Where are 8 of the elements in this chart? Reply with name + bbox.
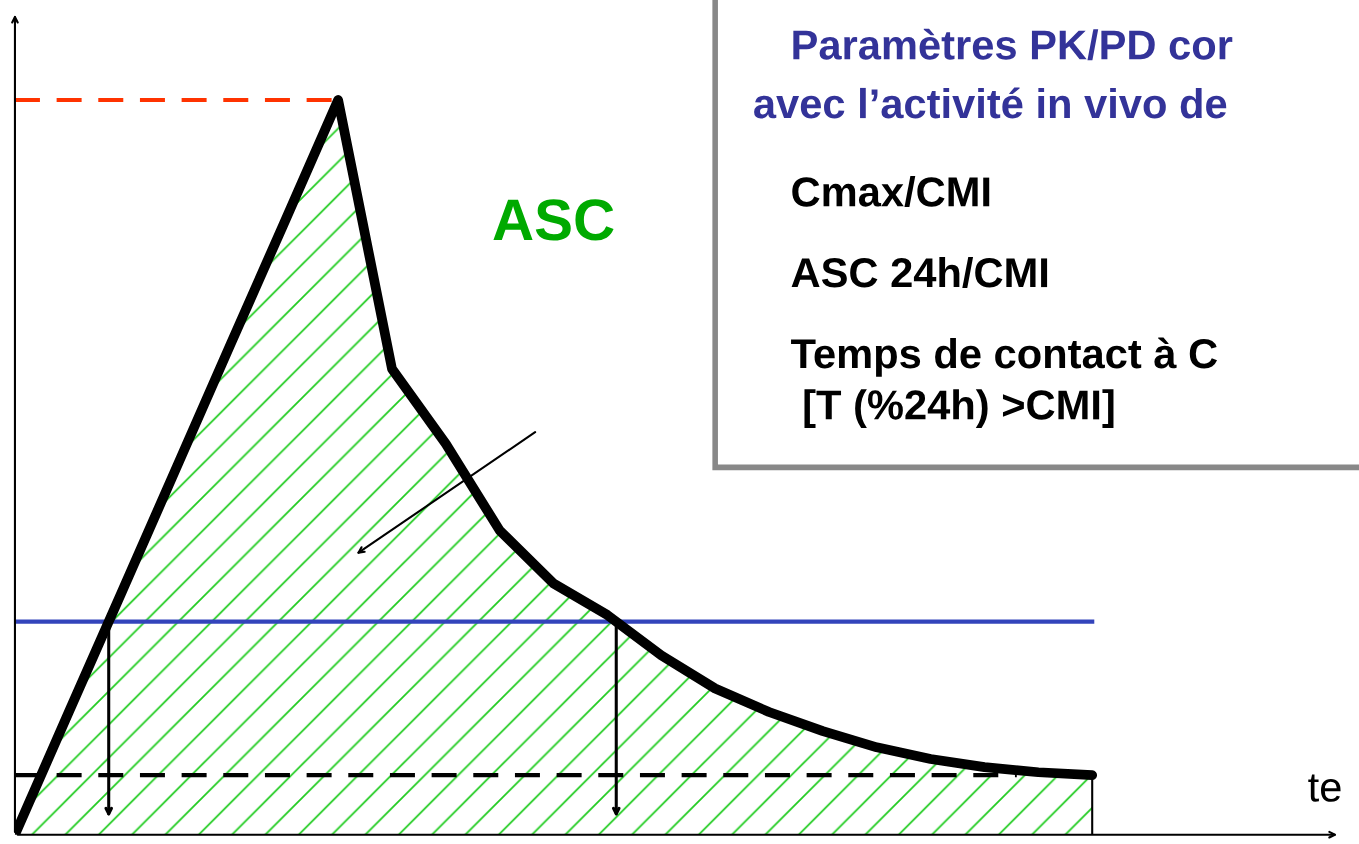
annotation: ASC 24h/CMI [791, 256, 1048, 288]
text: te [1308, 774, 1341, 802]
text: Paramètres PK/PD cor [793, 28, 1233, 61]
annotation: avec l’activité in vivo de [754, 87, 1227, 119]
annotation: ASC [493, 199, 614, 241]
annotation: Temps de contact à C [791, 337, 1218, 377]
annotation: Cmax/CMI [792, 176, 990, 208]
annotation: [T (%24h) >CMI] [804, 389, 1114, 428]
